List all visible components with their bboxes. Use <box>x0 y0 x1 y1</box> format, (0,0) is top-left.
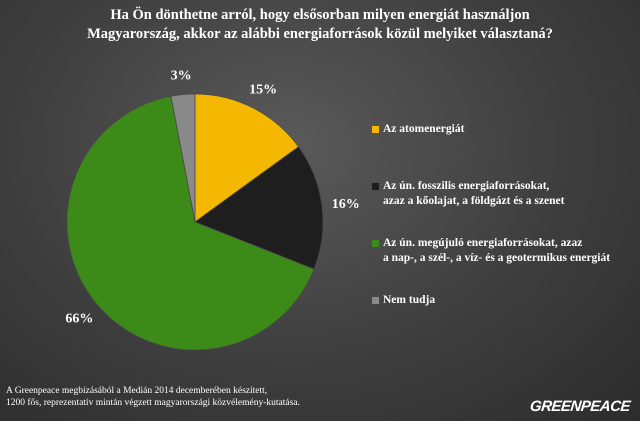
greenpeace-logo: GREENPEACE <box>529 398 631 415</box>
chart-title: Ha Ön dönthetne arról, hogy elsősorban m… <box>0 6 640 44</box>
data-label-dont-know: 3% <box>171 69 192 84</box>
footnote-line-2: 1200 fős, reprezentatív mintán végzett m… <box>6 398 300 408</box>
legend-item-fossil: Az ún. fosszilis energiaforrásokat, azaz… <box>372 179 564 209</box>
legend-item-renewable: Az ún. megújuló energiaforrásokat, azaz … <box>372 236 610 266</box>
legend-item-dont-know: Nem tudja <box>372 293 435 308</box>
data-label-fossil: 16% <box>332 197 360 212</box>
legend-swatch-dont-know <box>372 297 379 304</box>
legend-swatch-renewable <box>372 240 379 247</box>
footnote-line-1: A Greenpeace megbízásából a Medián 2014 … <box>6 386 268 396</box>
legend-swatch-nuclear <box>372 126 379 133</box>
legend-label-fossil-line-2: azaz a kőolajat, a földgázt és a szenet <box>383 195 565 207</box>
legend-swatch-fossil <box>372 183 379 190</box>
legend-label-nuclear-line-1: Az atomenergiát <box>383 123 465 135</box>
legend-item-nuclear: Az atomenergiát <box>372 122 464 137</box>
legend-label-fossil-line-1: Az ún. fosszilis energiaforrásokat, <box>383 180 550 192</box>
chart-title-line-2: Magyarország, akkor az alábbi energiafor… <box>87 26 553 42</box>
pie-slice-dont-know <box>170 93 196 223</box>
data-label-nuclear: 15% <box>249 82 277 97</box>
legend-label-renewable-line-2: a nap-, a szél-, a víz- és a geotermikus… <box>383 252 611 264</box>
pie-slice-fossil <box>194 146 324 270</box>
chart-title-line-1: Ha Ön dönthetne arról, hogy elsősorban m… <box>110 7 530 23</box>
pie-slice-renewable <box>66 95 315 351</box>
legend-label-dont-know-line-1: Nem tudja <box>383 294 436 306</box>
data-label-renewable: 66% <box>65 312 93 327</box>
pie-slice-nuclear <box>194 93 300 223</box>
chart-legend: Az atomenergiát Az ún. fosszilis energia… <box>372 0 640 421</box>
legend-label-renewable-line-1: Az ún. megújuló energiaforrásokat, azaz <box>383 237 583 249</box>
source-footnote: A Greenpeace megbízásából a Medián 2014 … <box>6 385 300 409</box>
